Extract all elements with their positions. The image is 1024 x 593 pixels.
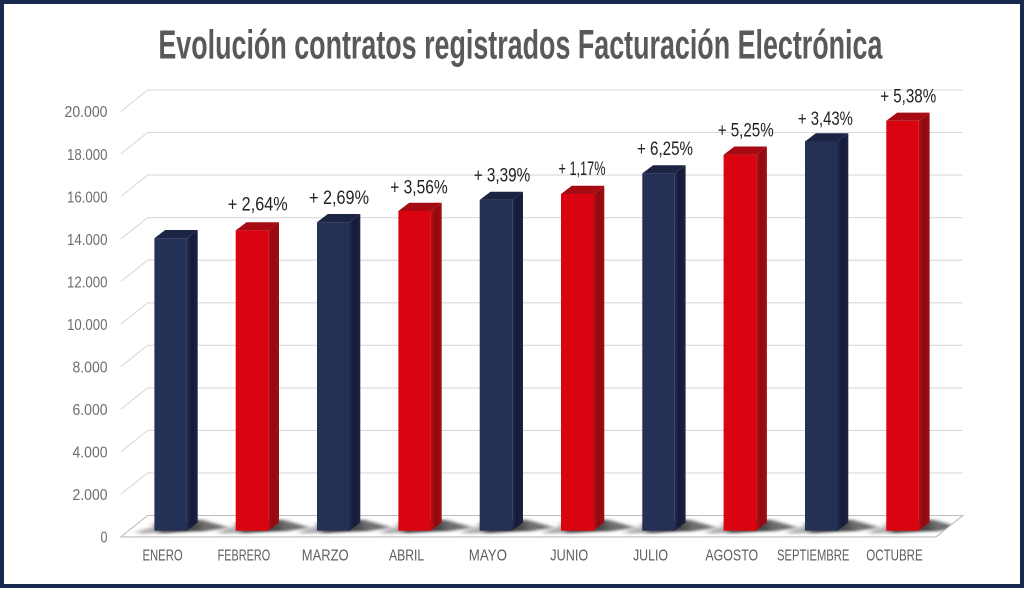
svg-text:AGOSTO: AGOSTO bbox=[705, 547, 758, 564]
svg-text:ENERO: ENERO bbox=[142, 547, 182, 564]
svg-text:+ 1,17%: + 1,17% bbox=[559, 159, 606, 180]
svg-text:+ 3,39%: + 3,39% bbox=[474, 166, 531, 187]
svg-text:+ 5,25%: + 5,25% bbox=[718, 121, 774, 142]
svg-text:16.000: 16.000 bbox=[67, 189, 108, 206]
svg-text:0: 0 bbox=[101, 530, 108, 547]
svg-text:+ 6,25%: + 6,25% bbox=[637, 139, 693, 160]
svg-text:JUNIO: JUNIO bbox=[550, 547, 588, 564]
svg-text:MARZO: MARZO bbox=[302, 547, 349, 564]
svg-text:4.000: 4.000 bbox=[73, 445, 108, 462]
svg-text:2.000: 2.000 bbox=[73, 487, 108, 504]
svg-text:14.000: 14.000 bbox=[67, 232, 108, 249]
svg-text:20.000: 20.000 bbox=[65, 104, 108, 121]
svg-text:FEBRERO: FEBRERO bbox=[218, 547, 271, 564]
svg-text:ABRIL: ABRIL bbox=[389, 547, 424, 564]
svg-text:OCTUBRE: OCTUBRE bbox=[866, 547, 922, 564]
svg-text:+ 2,69%: + 2,69% bbox=[309, 188, 369, 209]
svg-text:12.000: 12.000 bbox=[67, 274, 108, 291]
svg-text:+ 3,43%: + 3,43% bbox=[798, 109, 853, 130]
svg-text:8.000: 8.000 bbox=[73, 360, 108, 377]
svg-text:18.000: 18.000 bbox=[67, 147, 108, 164]
svg-text:MAYO: MAYO bbox=[469, 547, 507, 564]
svg-text:10.000: 10.000 bbox=[67, 317, 108, 334]
svg-text:+ 2,64%: + 2,64% bbox=[228, 195, 288, 216]
svg-text:+ 5,38%: + 5,38% bbox=[880, 86, 936, 107]
svg-text:6.000: 6.000 bbox=[73, 402, 108, 419]
svg-text:JULIO: JULIO bbox=[633, 547, 668, 564]
svg-text:SEPTIEMBRE: SEPTIEMBRE bbox=[777, 547, 849, 564]
svg-text:+ 3,56%: + 3,56% bbox=[390, 177, 448, 198]
svg-text:Evolución contratos registrado: Evolución contratos registrados Facturac… bbox=[158, 22, 883, 68]
